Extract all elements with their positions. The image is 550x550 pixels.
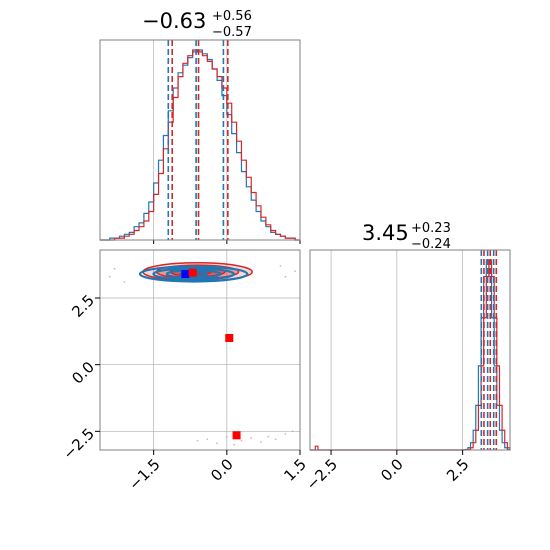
param0-title-value: −0.63 bbox=[142, 9, 206, 33]
y-tick-label: 0.0 bbox=[68, 358, 98, 388]
truth-marker bbox=[181, 270, 190, 278]
x-tick-label: −2.5 bbox=[303, 455, 341, 493]
sample-point bbox=[267, 435, 270, 438]
sample-point bbox=[274, 438, 277, 441]
sample-point bbox=[294, 270, 297, 273]
param1-title-upper: +0.23 bbox=[411, 221, 451, 236]
sample-point bbox=[284, 433, 287, 435]
sample-point bbox=[196, 439, 199, 442]
hist1-frame bbox=[309, 249, 511, 451]
panel-contour: −2.50.02.5 −1.5 0.0 1.5 bbox=[60, 249, 310, 494]
truth-marker bbox=[225, 334, 234, 342]
param0-title-lower: −0.57 bbox=[212, 25, 252, 40]
outlier-points bbox=[108, 265, 297, 446]
hist0-series bbox=[100, 49, 300, 241]
sample-point bbox=[260, 441, 262, 443]
panel-hist-param0: −0.63 +0.56 −0.57 bbox=[99, 9, 301, 244]
sample-point bbox=[250, 437, 253, 439]
sample-point bbox=[240, 439, 243, 442]
truth-marker bbox=[232, 431, 241, 440]
panel-hist-param1: −2.5 0.0 2.5 3.45 +0.23 −0.24 bbox=[303, 221, 511, 494]
sample-point bbox=[233, 443, 236, 446]
sample-point bbox=[291, 430, 294, 433]
sample-point bbox=[279, 265, 282, 267]
param1-title-value: 3.45 bbox=[362, 221, 409, 245]
sample-point bbox=[123, 281, 126, 283]
sample-point bbox=[206, 438, 209, 441]
contour-level bbox=[152, 267, 236, 281]
x-axis-ticks-param0: −1.5 0.0 1.5 bbox=[125, 450, 310, 494]
sample-point bbox=[216, 442, 218, 445]
x-tick-label: 0.0 bbox=[377, 455, 407, 485]
y-tick-label: −2.5 bbox=[60, 425, 98, 463]
x-axis-ticks-param1: −2.5 0.0 2.5 bbox=[303, 450, 473, 494]
contours bbox=[138, 262, 253, 283]
contour-frame bbox=[99, 249, 301, 451]
truth-markers bbox=[181, 268, 241, 440]
param1-title-lower: −0.24 bbox=[411, 237, 451, 252]
x-tick-label: −1.5 bbox=[125, 455, 163, 493]
sample-point bbox=[284, 275, 287, 278]
hist1-quantile-lines bbox=[480, 250, 498, 450]
x-tick-label: 0.0 bbox=[207, 455, 237, 485]
hist0-quantile-lines bbox=[167, 40, 229, 240]
sample-point bbox=[225, 435, 228, 438]
contour-level bbox=[138, 265, 249, 283]
hist0-frame bbox=[99, 39, 301, 241]
sample-point bbox=[113, 267, 116, 270]
y-axis-ticks: −2.5 0.0 2.5 bbox=[60, 291, 100, 463]
truth-marker bbox=[188, 268, 197, 277]
param0-title-upper: +0.56 bbox=[212, 9, 252, 24]
x-tick-label: 2.5 bbox=[443, 455, 473, 485]
histogram-series bbox=[100, 49, 300, 241]
y-tick-label: 2.5 bbox=[68, 291, 98, 321]
sample-point bbox=[108, 275, 111, 278]
hist1-gridlines bbox=[330, 250, 463, 450]
